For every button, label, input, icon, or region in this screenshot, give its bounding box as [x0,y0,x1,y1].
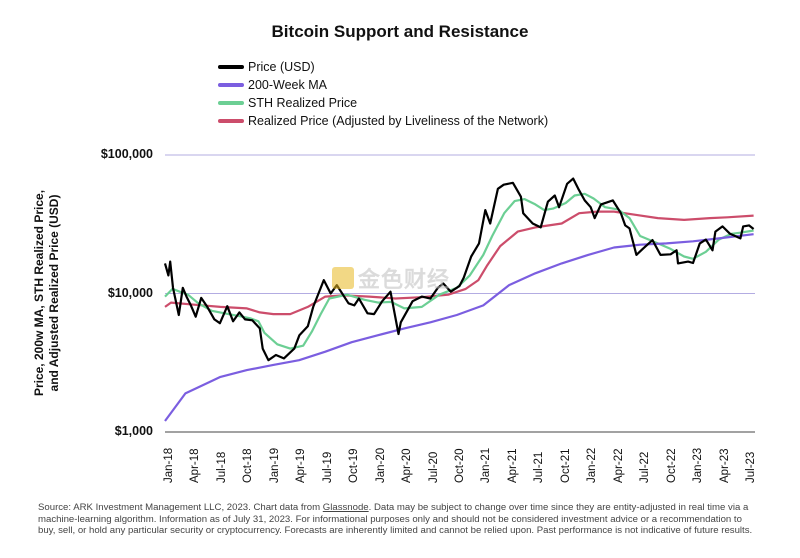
x-tick-label: Jan-23 [692,447,705,483]
watermark-text: 金色财经 [358,267,451,292]
legend-label: Price (USD) [248,60,315,74]
x-tick-label: Jul-19 [321,451,334,483]
legend-swatch-price [218,65,244,69]
source-note: Source: ARK Investment Management LLC, 2… [38,502,753,537]
legend-label: STH Realized Price [248,96,358,110]
source-text-pre: Source: ARK Investment Management LLC, 2… [38,502,323,513]
x-tick-label: Jan-18 [163,447,175,483]
x-tick-label: Apr-22 [612,448,625,483]
x-tick-label: Oct-19 [348,448,361,483]
x-tick-label: Oct-20 [454,448,466,483]
x-tick-label: Apr-21 [506,448,519,483]
x-tick-label: Apr-18 [189,448,202,483]
watermark-logo-icon [332,267,354,289]
x-tick-label: Jul-20 [427,451,440,483]
y-tick-label: $10,000 [107,286,153,300]
legend-item-200w-ma: 200-Week MA [218,76,548,94]
x-tick-label: Oct-22 [665,448,678,483]
series-line-realized-adjusted [164,210,754,316]
legend-label: Realized Price (Adjusted by Liveliness o… [248,114,549,128]
x-tick-label: Jan-20 [374,447,387,483]
chart-legend: Price (USD) 200-Week MA STH Realized Pri… [218,58,548,130]
series-line-sth-realized [164,192,754,350]
series-line-200w-ma [164,233,754,422]
watermark: 金色财经 [332,262,450,294]
y-tick-label: $100,000 [100,147,153,161]
y-tick-label: $1,000 [114,424,153,438]
legend-swatch-sth-realized [218,101,244,105]
series-line-price [163,177,755,362]
x-tick-label: Oct-18 [242,448,255,483]
x-tick-label: Jul-23 [745,451,757,483]
legend-item-realized-adjusted: Realized Price (Adjusted by Liveliness o… [218,112,548,130]
x-tick-label: Jan-22 [586,447,599,483]
chart-title: Bitcoin Support and Resistance [271,22,529,41]
x-tick-label: Jan-19 [268,447,281,483]
x-tick-label: Jul-18 [215,451,228,483]
x-tick-label: Jan-21 [480,447,493,483]
source-text-post: . Data may be subject to change over tim… [38,502,753,536]
x-tick-label: Apr-20 [401,448,414,483]
legend-swatch-realized-adjusted [218,119,244,123]
x-tick-label: Apr-19 [295,448,308,483]
legend-item-sth-realized: STH Realized Price [218,94,548,112]
legend-item-price: Price (USD) [218,58,548,76]
legend-swatch-200w-ma [218,83,244,87]
x-tick-label: Apr-23 [718,448,731,483]
x-tick-label: Jul-22 [639,451,652,483]
source-link-glassnode[interactable]: Glassnode [322,502,369,513]
x-tick-label: Jul-21 [533,451,546,483]
legend-label: 200-Week MA [248,78,327,92]
x-tick-label: Oct-21 [559,448,572,483]
